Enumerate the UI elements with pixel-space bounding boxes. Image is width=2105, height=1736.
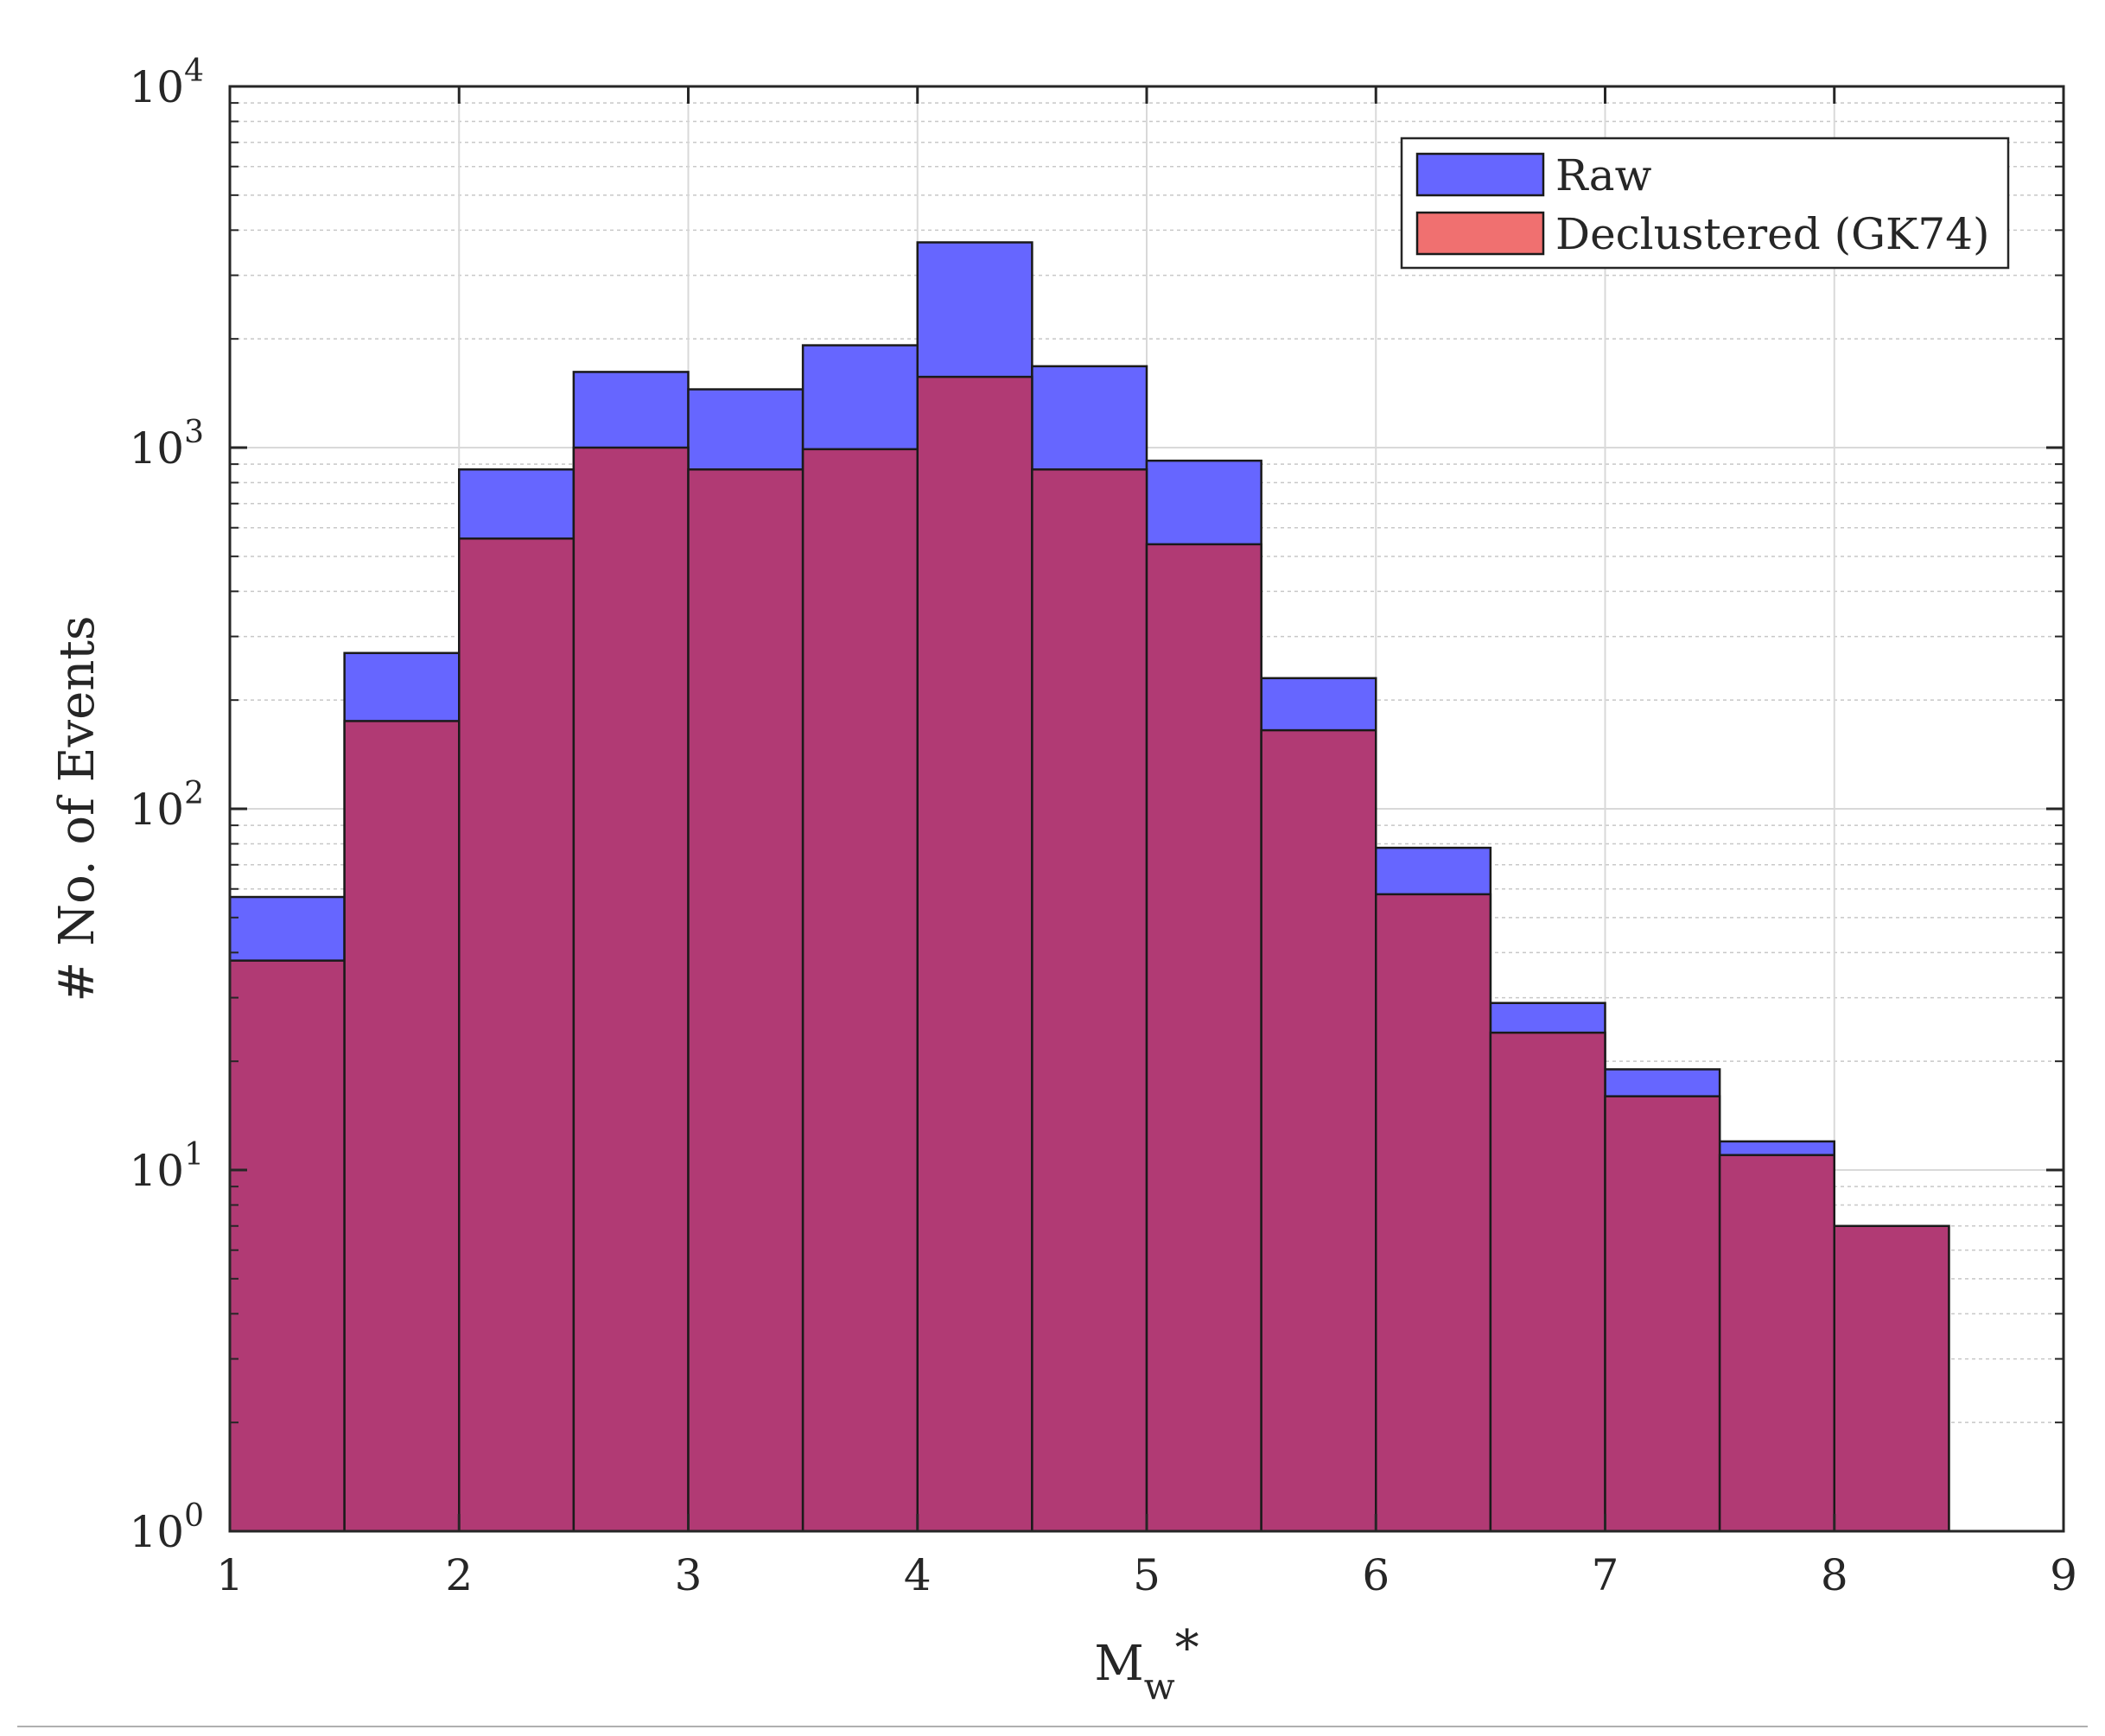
y-tick-label-base: 10 [129,423,184,474]
legend-swatch-declustered [1415,211,1545,256]
bar-declustered [1833,1224,1950,1533]
x-tick-label: 9 [2050,1550,2077,1600]
y-tick-label-base: 10 [129,785,184,835]
bar-declustered [916,375,1033,1533]
y-tick-label: 104 [129,54,204,112]
y-tick-label: 103 [129,415,204,474]
x-tick-labels: 1 2 3 4 5 6 7 8 9 [216,1550,2077,1600]
bar-declustered [1375,893,1492,1533]
bar-declustered [228,959,346,1533]
y-tick-label: 102 [129,776,204,835]
legend-label-declustered: Declustered (GK74) [1555,209,1990,259]
x-tick-label: 6 [1362,1550,1390,1600]
x-tick-label: 5 [1133,1550,1161,1600]
x-axis-label-suffix: * [1175,1620,1199,1676]
y-tick-label: 100 [129,1498,204,1557]
bar-declustered [687,468,804,1533]
bar-declustered [801,448,919,1533]
x-tick-label: 4 [904,1550,932,1600]
x-tick-label: 1 [216,1550,244,1600]
y-tick-label-base: 10 [129,1507,184,1557]
bar-declustered [1260,728,1377,1533]
y-tick-label-exponent: 0 [184,1498,204,1534]
x-tick-label: 2 [445,1550,473,1600]
bar-declustered [1604,1095,1721,1533]
x-tick-label: 7 [1592,1550,1619,1600]
x-axis-label-subscript: w [1144,1665,1175,1707]
x-axis-label: Mw* [1094,1620,1199,1707]
x-tick-label: 3 [675,1550,703,1600]
y-tick-label-exponent: 1 [184,1137,204,1173]
y-tick-label-exponent: 2 [184,776,204,811]
bar-declustered [343,720,461,1533]
y-tick-label-base: 10 [129,1146,184,1196]
bar-declustered [1718,1154,1835,1533]
axis-ticks [228,85,2065,1533]
legend: Raw Declustered (GK74) [1400,137,2010,270]
bar-declustered [458,537,576,1533]
y-tick-label-exponent: 3 [184,415,204,450]
y-tick-label: 101 [129,1137,204,1196]
bar-declustered [1489,1031,1606,1533]
x-axis-label-main: M [1094,1636,1143,1692]
y-tick-label-base: 10 [129,62,184,112]
bar-declustered [1145,543,1262,1533]
bar-declustered [572,446,690,1533]
y-tick-label-exponent: 4 [184,54,204,89]
x-tick-label: 8 [1821,1550,1848,1600]
legend-label-raw: Raw [1555,150,1652,200]
legend-swatch-raw [1415,152,1545,197]
y-axis-label: # No. of Events [49,615,105,1002]
bar-declustered [1031,468,1148,1533]
